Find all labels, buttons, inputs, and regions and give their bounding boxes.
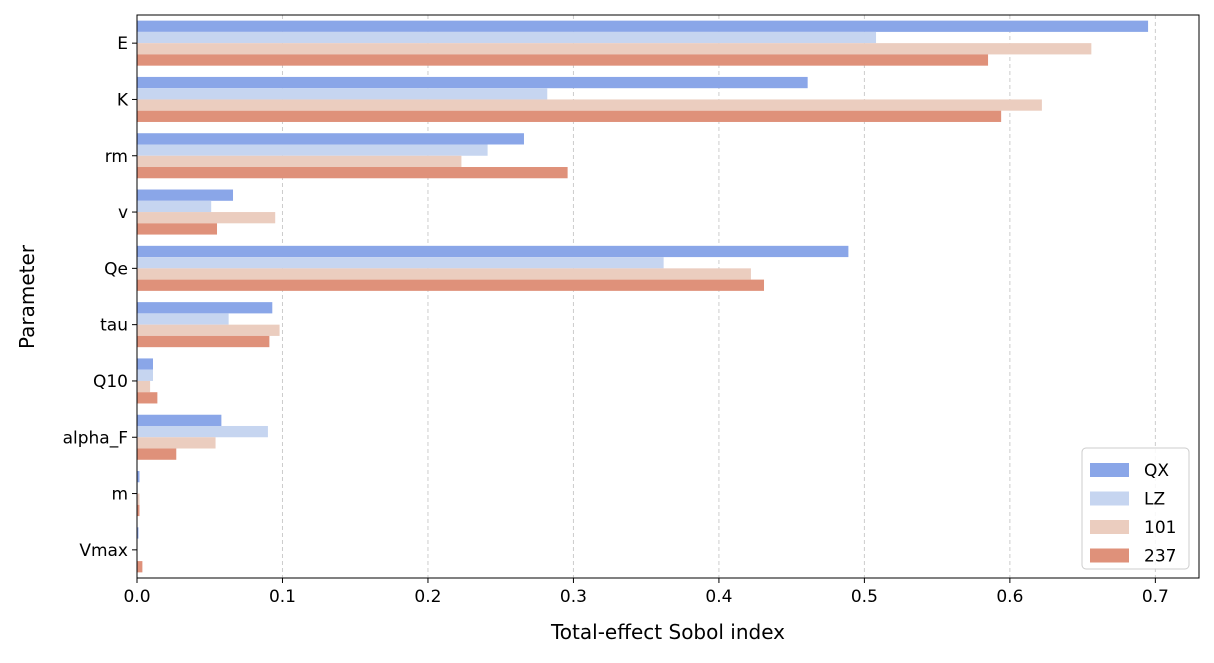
- legend-swatch: [1090, 549, 1129, 563]
- bar-LZ-alpha_F: [137, 426, 268, 437]
- bar-QX-E: [137, 21, 1148, 32]
- x-tick-label: 0.5: [851, 587, 878, 607]
- bar-LZ-Qe: [137, 257, 664, 268]
- bar-LZ-K: [137, 88, 547, 99]
- legend-swatch: [1090, 463, 1129, 477]
- bar-237-K: [137, 111, 1001, 122]
- y-tick-label: K: [117, 90, 129, 110]
- bar-237-E: [137, 54, 988, 65]
- legend-label: QX: [1144, 461, 1169, 481]
- legend-swatch: [1090, 492, 1129, 506]
- bar-101-rm: [137, 156, 461, 167]
- bar-101-E: [137, 43, 1091, 54]
- bar-237-Qe: [137, 280, 764, 291]
- bar-LZ-Q10: [137, 370, 153, 381]
- bars: [137, 21, 1148, 573]
- bar-LZ-E: [137, 32, 876, 43]
- x-tick-label: 0.6: [996, 587, 1023, 607]
- y-tick-label: tau: [100, 316, 128, 336]
- x-tick-label: 0.3: [560, 587, 587, 607]
- bar-QX-alpha_F: [137, 415, 221, 426]
- legend-swatch: [1090, 520, 1129, 534]
- bar-101-v: [137, 212, 275, 223]
- x-tick-label: 0.0: [123, 587, 150, 607]
- legend: QX LZ 101 237: [1082, 448, 1189, 569]
- legend-label: 101: [1144, 518, 1176, 538]
- y-tick-label: Q10: [93, 372, 128, 392]
- bar-QX-Qe: [137, 246, 848, 257]
- y-tick-label: E: [117, 34, 128, 54]
- x-axis-label: Total-effect Sobol index: [550, 620, 785, 644]
- bar-LZ-rm: [137, 144, 488, 155]
- x-ticks: 0.0 0.1 0.2 0.3 0.4 0.5 0.6 0.7: [123, 578, 1168, 607]
- bar-237-Vmax: [137, 561, 142, 572]
- bar-101-Q10: [137, 381, 150, 392]
- y-axis-label: Parameter: [15, 244, 39, 349]
- y-ticks: E Krm v Qe tau Q10 alpha_Fm Vmax: [63, 34, 137, 561]
- bar-101-Qe: [137, 268, 751, 279]
- bar-LZ-v: [137, 201, 211, 212]
- bar-237-Q10: [137, 392, 157, 403]
- legend-label: LZ: [1144, 490, 1165, 510]
- y-tick-label: rm: [105, 147, 128, 167]
- y-tick-label: v: [118, 203, 128, 223]
- x-tick-label: 0.7: [1142, 587, 1169, 607]
- bar-QX-Q10: [137, 358, 153, 369]
- x-tick-label: 0.4: [705, 587, 732, 607]
- bar-QX-tau: [137, 302, 272, 313]
- x-tick-label: 0.2: [414, 587, 441, 607]
- bar-101-alpha_F: [137, 437, 216, 448]
- y-tick-label: m: [111, 485, 128, 505]
- bar-237-v: [137, 223, 217, 234]
- bar-237-tau: [137, 336, 269, 347]
- y-tick-label: Qe: [104, 259, 128, 279]
- y-tick-label: Vmax: [79, 541, 128, 561]
- bar-237-rm: [137, 167, 568, 178]
- bar-QX-rm: [137, 133, 524, 144]
- bar-QX-v: [137, 190, 233, 201]
- x-tick-label: 0.1: [269, 587, 296, 607]
- bar-LZ-tau: [137, 313, 229, 324]
- legend-label: 237: [1144, 547, 1176, 567]
- bar-237-alpha_F: [137, 449, 176, 460]
- y-tick-label: alpha_F: [63, 428, 128, 448]
- bar-101-tau: [137, 325, 280, 336]
- bar-101-K: [137, 99, 1042, 110]
- bar-QX-K: [137, 77, 808, 88]
